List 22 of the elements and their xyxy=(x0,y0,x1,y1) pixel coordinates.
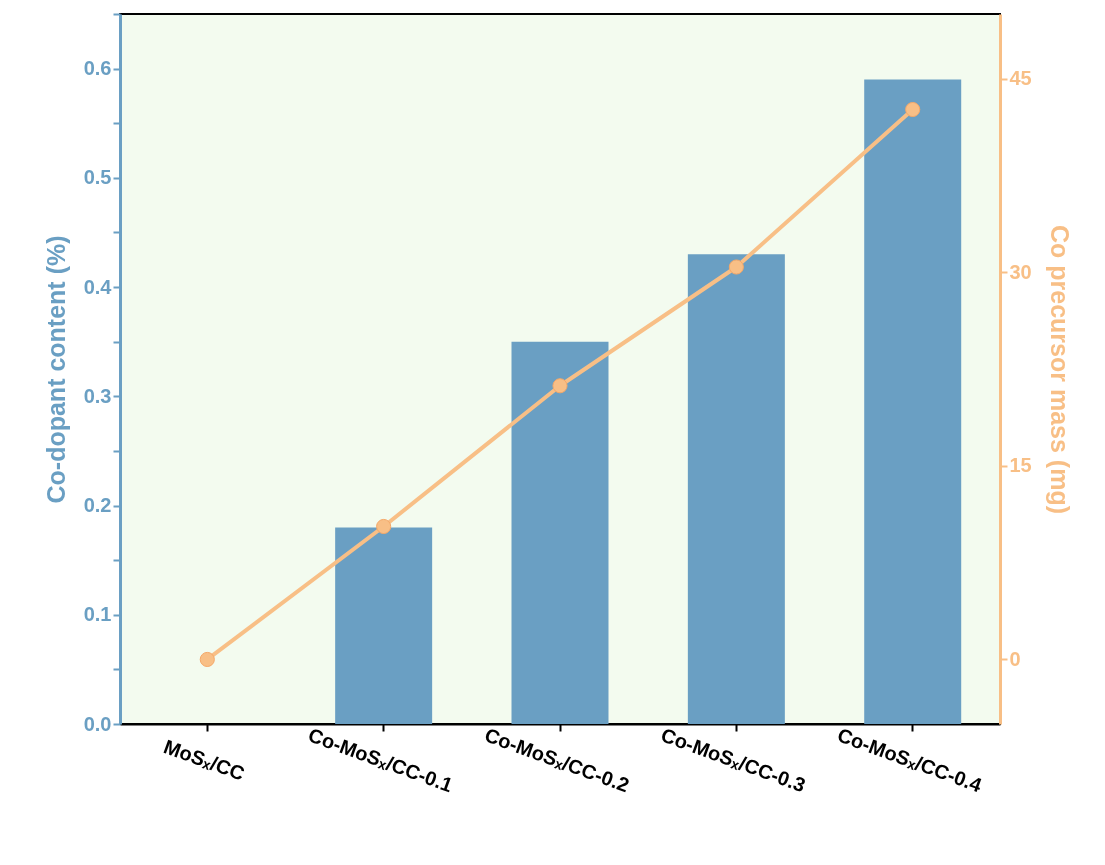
y2-tick-label: 15 xyxy=(1009,454,1032,477)
y-tick-label: 0.1 xyxy=(83,603,112,626)
point xyxy=(905,101,921,118)
y-axis-title: Co-dopant content (%) xyxy=(41,235,70,504)
point xyxy=(728,259,744,275)
y-tick-label: 0.5 xyxy=(83,166,112,189)
y-tick-label: 0.0 xyxy=(83,712,112,735)
y-tick-label: 0.4 xyxy=(83,275,113,298)
bar xyxy=(864,79,962,724)
y2-tick-label: 45 xyxy=(1009,67,1032,90)
y2-tick-label: 30 xyxy=(1009,260,1032,283)
bar xyxy=(335,527,433,724)
bar xyxy=(511,341,609,724)
point xyxy=(552,378,568,394)
y-tick-label: 0.6 xyxy=(83,57,112,80)
y2-axis-title: Co precursor mass (mg) xyxy=(1045,225,1074,514)
y-tick-label: 0.3 xyxy=(83,384,112,407)
y-tick-label: 0.2 xyxy=(83,494,112,517)
bar xyxy=(687,254,785,724)
point xyxy=(199,651,215,668)
y2-tick-label: 0 xyxy=(1009,647,1021,670)
point xyxy=(376,518,392,535)
